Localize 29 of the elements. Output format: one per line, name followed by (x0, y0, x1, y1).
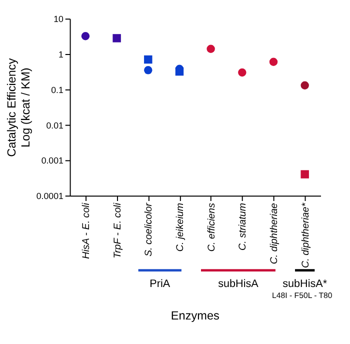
x-tick-label: C. diphtheriae (268, 202, 280, 264)
y-axis-title: Catalytic Efficiency Log (kcat / KM) (6, 58, 32, 157)
x-tick-label: C. efficiens (206, 202, 218, 252)
y-tick-label: 0.01 (46, 120, 64, 130)
y-tick-label: 0.001 (41, 156, 64, 166)
x-tick-label: C. diphtheriae* (300, 202, 312, 268)
text: subHisA* (282, 278, 328, 290)
point (300, 81, 309, 90)
point (206, 44, 215, 53)
point (269, 58, 278, 66)
x-tick-label: S. coelicolor (144, 202, 155, 257)
point (300, 170, 309, 178)
y-tick-label: 10 (54, 14, 64, 24)
point (144, 55, 152, 64)
y-tick-label: 0.1 (51, 84, 64, 95)
point (238, 68, 246, 77)
text: PriA (150, 278, 171, 290)
x-axis-title: Enzymes (170, 309, 220, 322)
point (112, 34, 121, 42)
x-tick-label: C. striatum (238, 202, 249, 250)
x-tick-label: C. jeikeium (174, 202, 186, 252)
y-tick-label: 1 (58, 49, 64, 60)
x-tick-label: HisA - E. coli (80, 202, 92, 259)
point (81, 32, 90, 40)
x-tick-label: TrpF - E. coli (112, 202, 124, 258)
text: L48I - F50L - T80 (272, 290, 333, 300)
point (175, 67, 184, 76)
text: subHisA (218, 278, 260, 290)
y-tick-label: 0.0001 (36, 191, 64, 202)
